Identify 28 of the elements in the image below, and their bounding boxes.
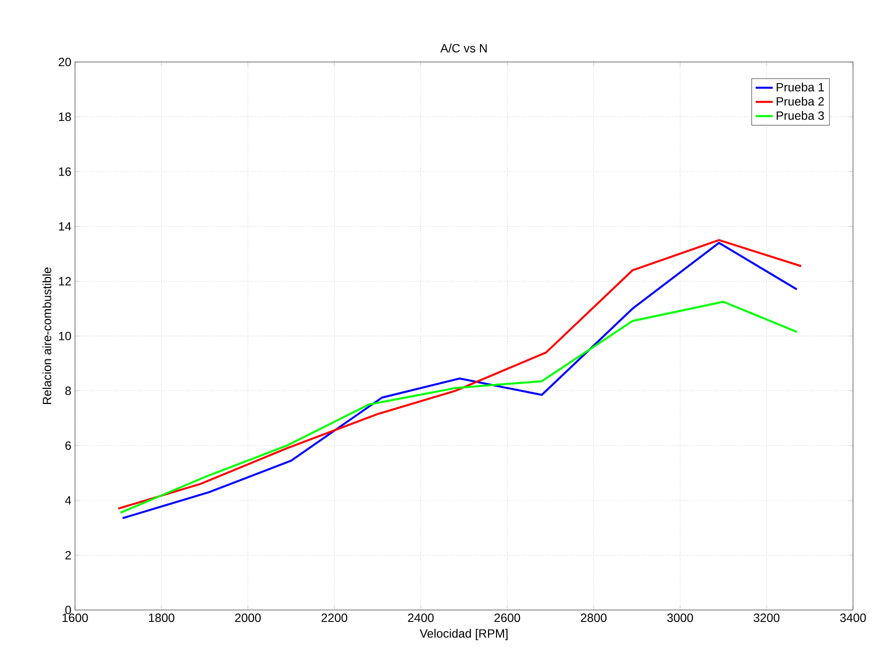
y-tick-label: 20: [58, 58, 72, 66]
line-series: [119, 300, 798, 514]
x-tick-label: 2200: [322, 614, 348, 622]
chart-title: A/C vs N: [440, 44, 487, 52]
x-tick-label: 2400: [408, 614, 434, 622]
y-tick-label: 2: [65, 551, 71, 560]
y-tick-label: 8: [65, 386, 71, 396]
y-axis-title: Relacion aire-combustible: [42, 268, 52, 404]
x-tick-label: 3400: [840, 614, 866, 622]
y-tick-label: 14: [59, 222, 72, 231]
y-tick-label: 6: [65, 441, 71, 450]
x-tick-label: 1600: [62, 614, 88, 622]
x-tick-label: 2000: [235, 614, 261, 622]
x-tick-label: 3000: [667, 614, 693, 622]
y-tick-label: 18: [59, 112, 71, 122]
y-tick-label: 0: [65, 606, 72, 614]
y-tick-label: 12: [59, 277, 71, 286]
x-axis-title: Velocidad [RPM]: [420, 628, 508, 640]
legend-label: Prueba 3: [776, 111, 824, 120]
x-tick-label: 1800: [149, 614, 174, 622]
y-tick-label: 4: [65, 496, 72, 505]
legend-label: Prueba 1: [776, 82, 824, 92]
x-tick-label: 3200: [754, 614, 780, 622]
y-tick-label: 10: [59, 332, 72, 340]
x-tick-label: 2600: [494, 614, 520, 622]
legend-label: Prueba 2: [776, 96, 824, 106]
x-tick-label: 2800: [580, 614, 607, 622]
y-tick-label: 16: [59, 167, 71, 176]
